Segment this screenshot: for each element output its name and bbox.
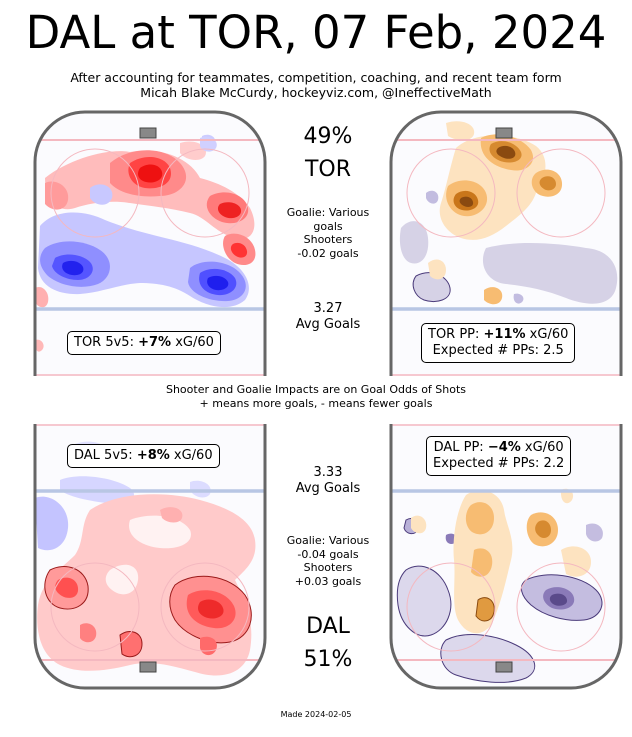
tor-goalie-value: goals <box>313 219 343 233</box>
goal-net-icon <box>495 661 513 673</box>
page-title: DAL at TOR, 07 Feb, 2024 <box>25 6 607 59</box>
tor-goalie-label: Goalie: Various <box>286 206 370 219</box>
faceoff-circle-left <box>50 148 140 238</box>
faceoff-circle-right <box>160 562 250 652</box>
dal-5v5-value: +8% <box>136 448 170 463</box>
tor-pp-label: TOR PP: +11% xG/60 Expected # PPs: 2.5 <box>421 323 576 363</box>
subtitle-credits: Micah Blake McCurdy, hockeyviz.com, @Ine… <box>140 85 492 100</box>
dal-5v5-suffix: xG/60 <box>169 448 213 463</box>
tor-pp-suffix: xG/60 <box>525 327 569 342</box>
dal-pp-purple-regions <box>396 458 603 683</box>
tor-5v5-suffix: xG/60 <box>171 335 214 350</box>
faceoff-circle-left <box>50 562 140 652</box>
tor-5v5-label: TOR 5v5: +7% xG/60 <box>67 331 221 355</box>
dal-avg-label: Avg Goals <box>295 481 361 496</box>
tor-pp-orange-regions <box>428 121 563 305</box>
rink-outline <box>389 110 623 376</box>
dal-5v5-label: DAL 5v5: +8% xG/60 <box>67 444 220 468</box>
goal-net-icon <box>495 127 513 139</box>
tor-shooters-label: Shooters <box>303 233 353 246</box>
faceoff-circle-left <box>406 148 496 238</box>
impact-note-line1: Shooter and Goalie Impacts are on Goal O… <box>165 383 467 396</box>
dal-avg-goals: 3.33 Avg Goals <box>270 465 386 497</box>
tor-5v5-value: +7% <box>138 335 172 350</box>
subtitle-methodology: After accounting for teammates, competit… <box>70 70 562 85</box>
tor-shooters-value: -0.02 goals <box>297 246 359 260</box>
dal-5v5-rink <box>33 424 267 690</box>
faceoff-circle-right <box>516 562 606 652</box>
dal-shooters-label: Shooters <box>303 561 353 574</box>
dal-pp-suffix: xG/60 <box>520 440 564 455</box>
tor-pp-purple-regions <box>399 190 618 304</box>
dal-team-label: DAL <box>306 614 350 639</box>
impact-note: Shooter and Goalie Impacts are on Goal O… <box>0 383 632 411</box>
tor-impacts: Goalie: Various goals Shooters -0.02 goa… <box>270 206 386 260</box>
dal-goalie-label: Goalie: Various <box>286 534 370 547</box>
rink-outline <box>389 424 623 690</box>
dal-pp-value: −4% <box>487 440 521 455</box>
impact-note-line2: + means more goals, - means fewer goals <box>199 397 433 410</box>
goal-net-icon <box>139 127 157 139</box>
dal-5v5-red-regions <box>37 494 256 676</box>
tor-5v5-prefix: TOR 5v5: <box>74 335 139 350</box>
subtitle: After accounting for teammates, competit… <box>0 70 632 100</box>
rink-outline <box>33 110 267 376</box>
tor-pp-prefix: TOR PP: <box>428 327 484 342</box>
faceoff-circle-left <box>406 562 496 652</box>
tor-5v5-rink <box>33 110 267 376</box>
goal-net-icon <box>139 661 157 673</box>
dal-win-pct: 51% <box>303 647 353 672</box>
tor-win-pct: 49% <box>303 124 353 149</box>
tor-avg-value: 3.27 <box>313 301 343 316</box>
dal-goalie-value: -0.04 goals <box>297 547 359 561</box>
tor-pp-expected: Expected # PPs: 2.5 <box>432 343 564 358</box>
faceoff-circle-right <box>516 148 606 238</box>
dal-shooters-value: +0.03 goals <box>294 574 362 588</box>
tor-avg-goals: 3.27 Avg Goals <box>270 301 386 333</box>
tor-avg-label: Avg Goals <box>295 317 361 332</box>
dal-pp-prefix: DAL PP: <box>433 440 488 455</box>
dal-pp-label: DAL PP: −4% xG/60 Expected # PPs: 2.2 <box>426 436 572 476</box>
dal-impacts: Goalie: Various -0.04 goals Shooters +0.… <box>270 534 386 588</box>
faceoff-circle-right <box>160 148 250 238</box>
dal-avg-value: 3.33 <box>313 465 343 480</box>
tor-team-label: TOR <box>304 157 352 182</box>
rink-outline <box>33 424 267 690</box>
dal-pp-orange-regions <box>411 488 591 634</box>
dal-pp-expected: Expected # PPs: 2.2 <box>433 456 565 471</box>
dal-5v5-prefix: DAL 5v5: <box>74 448 137 463</box>
tor-pp-value: +11% <box>483 327 526 342</box>
made-date: Made 2024-02-05 <box>280 710 352 719</box>
